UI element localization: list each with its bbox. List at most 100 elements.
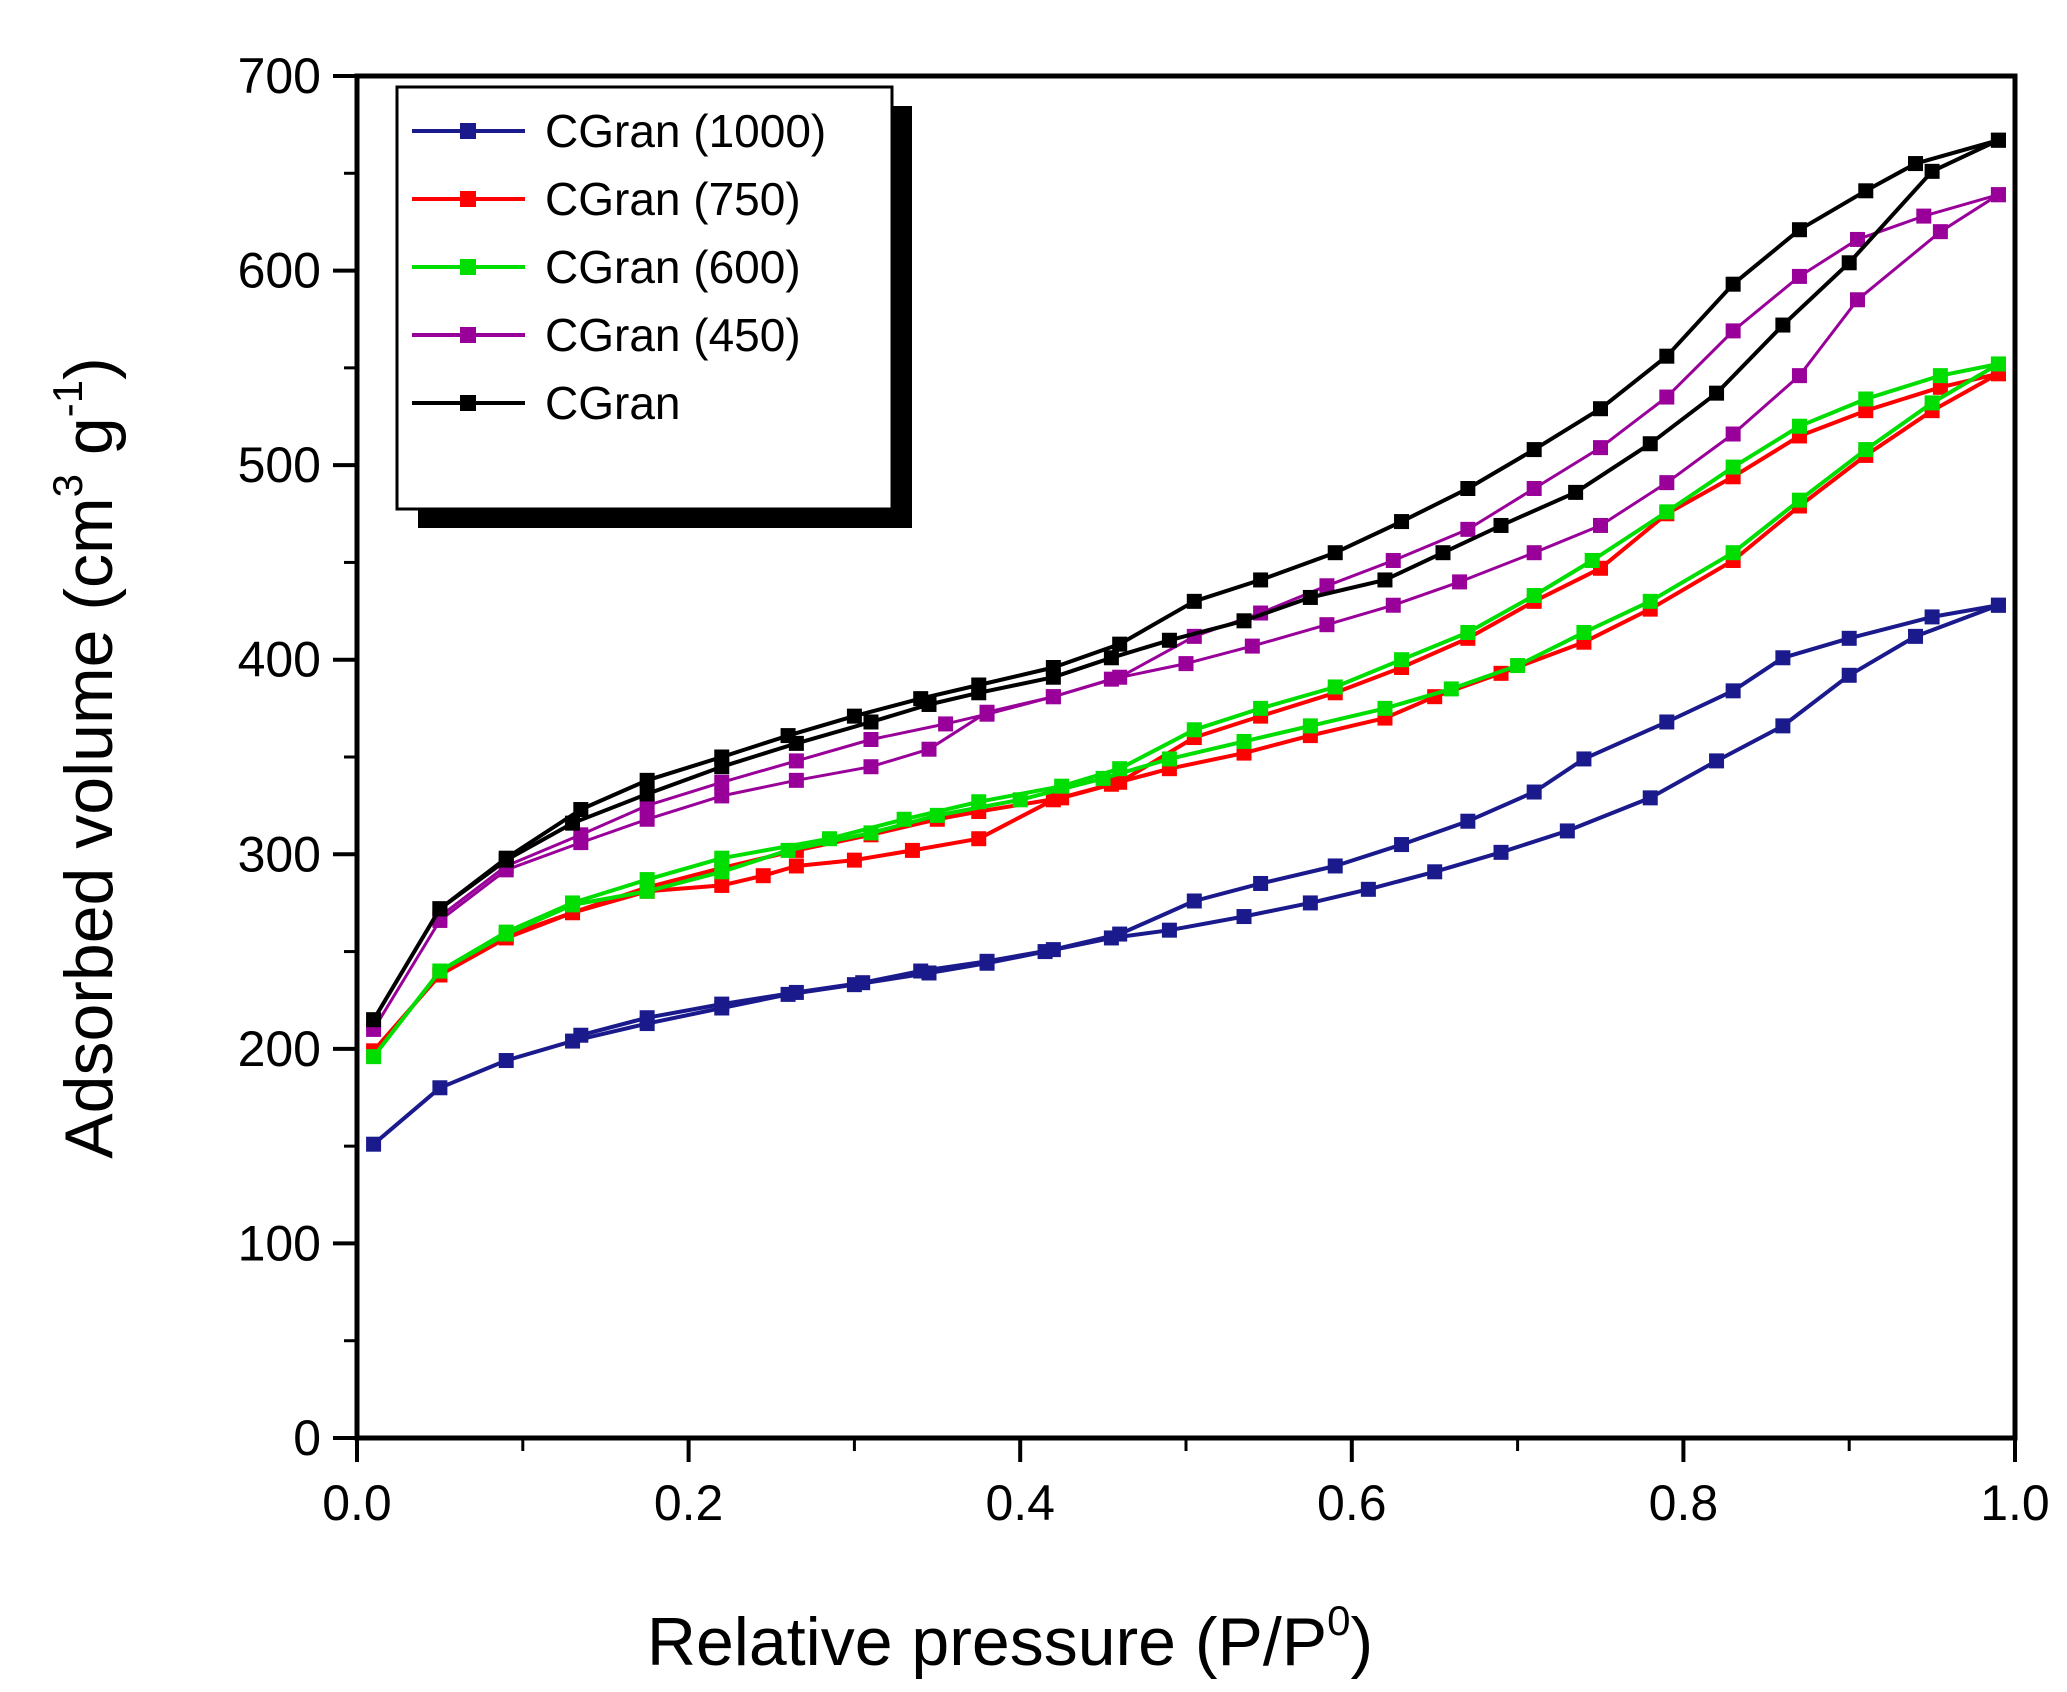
data-point bbox=[1849, 292, 1865, 308]
data-point bbox=[1924, 163, 1940, 179]
data-point bbox=[1775, 317, 1791, 333]
data-point bbox=[1642, 593, 1658, 609]
data-point bbox=[1394, 514, 1410, 530]
data-point bbox=[1659, 389, 1675, 405]
data-point bbox=[1186, 722, 1202, 738]
legend-marker bbox=[460, 259, 476, 275]
data-point bbox=[1593, 440, 1608, 456]
data-point bbox=[714, 749, 730, 765]
data-point bbox=[639, 1010, 655, 1026]
legend-marker bbox=[460, 395, 476, 411]
data-point bbox=[822, 831, 838, 847]
data-point bbox=[498, 924, 514, 940]
data-point bbox=[1526, 545, 1542, 561]
data-point bbox=[855, 975, 871, 991]
data-point bbox=[788, 753, 804, 769]
data-point bbox=[1161, 632, 1177, 648]
data-point bbox=[788, 772, 804, 788]
legend-items: CGran (1000) CGran (750) CGran (600) CGran … bbox=[412, 105, 826, 429]
data-point bbox=[904, 842, 920, 858]
data-point bbox=[1236, 909, 1252, 925]
axis-ticks: 0.0 0.2 0.4 0.6 0.8 1.0 0 100 200 300 400 500 600 700 bbox=[238, 48, 2050, 1531]
data-point bbox=[1791, 492, 1807, 508]
data-point bbox=[1593, 517, 1608, 533]
data-point bbox=[1054, 790, 1070, 806]
data-point bbox=[1725, 426, 1741, 442]
data-point bbox=[1709, 753, 1725, 769]
data-point bbox=[366, 1012, 382, 1028]
data-point bbox=[1791, 222, 1807, 238]
data-point bbox=[1377, 572, 1393, 588]
data-point bbox=[1932, 379, 1948, 395]
data-point bbox=[1236, 613, 1252, 629]
data-point bbox=[498, 850, 514, 866]
data-point bbox=[639, 872, 655, 888]
data-point bbox=[1493, 517, 1509, 533]
data-point bbox=[714, 996, 730, 1012]
data-point bbox=[1178, 656, 1194, 672]
data-point bbox=[1460, 521, 1476, 537]
data-point bbox=[639, 772, 655, 788]
data-point bbox=[971, 794, 987, 810]
data-point bbox=[1526, 442, 1542, 458]
data-point bbox=[1924, 395, 1940, 411]
data-point bbox=[863, 731, 879, 747]
data-point bbox=[1858, 183, 1874, 199]
data-point bbox=[639, 883, 655, 899]
data-point bbox=[565, 895, 581, 911]
legend: CGran (1000) CGran (750) CGran (600) CGran … bbox=[395, 85, 912, 528]
data-point bbox=[1791, 368, 1807, 384]
x-tick-label: 1.0 bbox=[1980, 1475, 2050, 1531]
series-line bbox=[372, 362, 2000, 1058]
data-point bbox=[913, 963, 929, 979]
data-point bbox=[971, 831, 987, 847]
data-point bbox=[714, 788, 730, 804]
data-point bbox=[1559, 823, 1575, 839]
legend-marker bbox=[460, 123, 476, 139]
data-point bbox=[979, 953, 995, 969]
data-point bbox=[1319, 617, 1335, 633]
data-point bbox=[896, 811, 912, 827]
data-point bbox=[1054, 778, 1070, 794]
data-point bbox=[1385, 552, 1401, 568]
data-point bbox=[1858, 442, 1874, 458]
data-point bbox=[1112, 761, 1128, 777]
series-2 bbox=[366, 356, 2006, 1065]
data-point bbox=[1236, 745, 1252, 761]
y-axis-title: Adsorbed volume (cm3 g-1) bbox=[44, 357, 127, 1158]
data-point bbox=[1849, 231, 1865, 247]
data-point bbox=[1112, 636, 1128, 652]
legend-label: CGran (600) bbox=[545, 241, 801, 293]
data-point bbox=[1990, 356, 2006, 372]
y-tick-label: 400 bbox=[238, 632, 321, 688]
data-point bbox=[1725, 459, 1741, 475]
data-point bbox=[432, 901, 448, 917]
data-point bbox=[1841, 667, 1857, 683]
plot-area bbox=[366, 132, 2006, 1152]
data-point bbox=[1510, 658, 1526, 674]
series-line bbox=[438, 138, 1999, 911]
data-point bbox=[1659, 348, 1675, 364]
data-point bbox=[1924, 609, 1940, 625]
data-point bbox=[1791, 418, 1807, 434]
legend-box bbox=[395, 85, 894, 511]
data-point bbox=[1161, 751, 1177, 767]
data-point bbox=[1568, 484, 1584, 500]
data-point bbox=[755, 868, 771, 884]
data-point bbox=[714, 864, 730, 880]
data-point bbox=[1526, 480, 1542, 496]
data-point bbox=[1990, 187, 2006, 203]
data-point bbox=[846, 852, 862, 868]
data-point bbox=[846, 708, 862, 724]
data-point bbox=[714, 774, 730, 790]
data-point bbox=[1327, 679, 1343, 695]
data-point bbox=[1103, 650, 1119, 666]
data-point bbox=[1659, 475, 1675, 491]
data-point bbox=[1908, 628, 1924, 644]
data-point bbox=[1725, 545, 1741, 561]
data-point bbox=[1427, 864, 1443, 880]
data-point bbox=[1709, 385, 1725, 401]
data-point bbox=[1236, 733, 1252, 749]
data-point bbox=[366, 1049, 382, 1065]
